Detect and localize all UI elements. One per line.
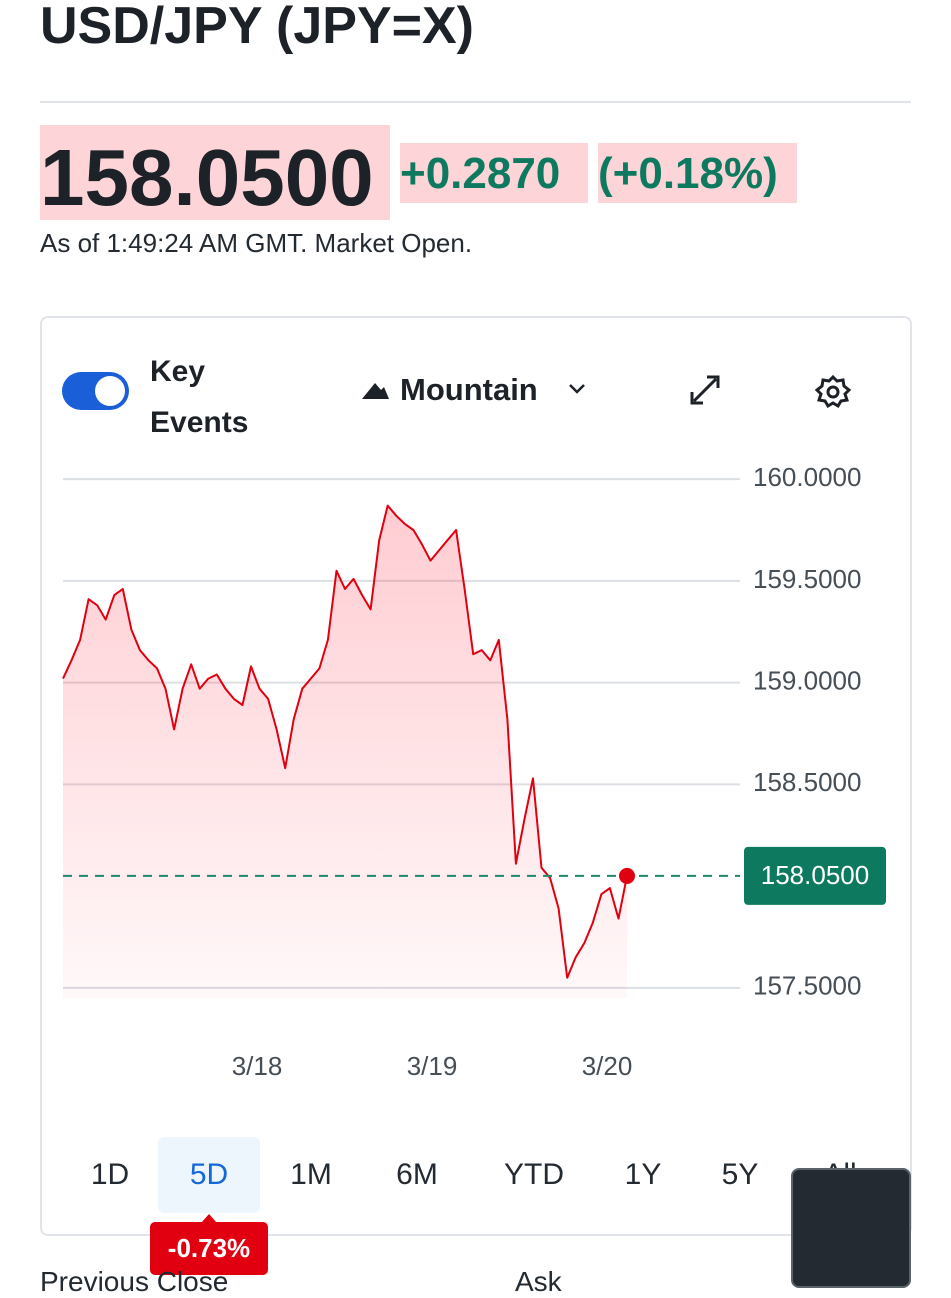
y-tick-label: 158.5000 — [753, 767, 861, 797]
y-tick-label: 160.0000 — [753, 462, 861, 492]
y-tick-label: 157.5000 — [753, 971, 861, 1001]
line — [62, 504, 628, 979]
chart-type[interactable]: Mountain — [400, 372, 538, 407]
range-button[interactable]: 5D — [158, 1137, 260, 1213]
settings-icon[interactable] — [814, 374, 852, 409]
area — [63, 505, 627, 998]
x-tick-label: 3/20 — [582, 1051, 633, 1081]
last-point — [619, 867, 635, 884]
x-tick-label: 3/19 — [407, 1051, 458, 1081]
title: USD/JPY (JPY=X) — [40, 0, 475, 55]
price: 158.0500 — [40, 125, 390, 222]
timestamp: As of 1:49:24 AM GMT. Market Open. — [40, 228, 473, 258]
range-button[interactable]: 1Y — [624, 1158, 662, 1191]
chevron — [569, 384, 585, 394]
stat-label: Ask — [515, 1266, 562, 1297]
range-button[interactable]: 1M — [290, 1158, 332, 1191]
toggle-knob — [95, 376, 125, 406]
range-button[interactable]: 5Y — [721, 1158, 759, 1191]
y-tick-label: 159.5000 — [753, 564, 861, 594]
current-price-label: 158.0500 — [761, 860, 869, 890]
range-button[interactable]: 6M — [396, 1158, 438, 1191]
current-price-tag — [744, 846, 886, 905]
range-change-badge: -0.73% — [150, 1222, 268, 1275]
divider — [40, 101, 911, 103]
change-percent: (+0.18%) — [598, 143, 797, 203]
badge-pointer — [201, 1214, 217, 1223]
chart-card — [40, 316, 912, 1236]
mountain-icon — [362, 383, 389, 399]
x-tick-label: 3/18 — [232, 1051, 283, 1081]
range-button[interactable]: 1D — [90, 1158, 130, 1191]
menu-button[interactable] — [791, 1168, 911, 1288]
key-events-toggle[interactable] — [62, 372, 129, 410]
change: +0.2870 — [400, 143, 588, 203]
range-button[interactable]: YTD — [504, 1158, 564, 1191]
y-tick-label: 159.0000 — [753, 666, 861, 696]
stat-label: Previous Close — [40, 1266, 229, 1297]
expand-icon[interactable] — [690, 375, 720, 405]
key-events-label: Key Events — [150, 355, 249, 439]
